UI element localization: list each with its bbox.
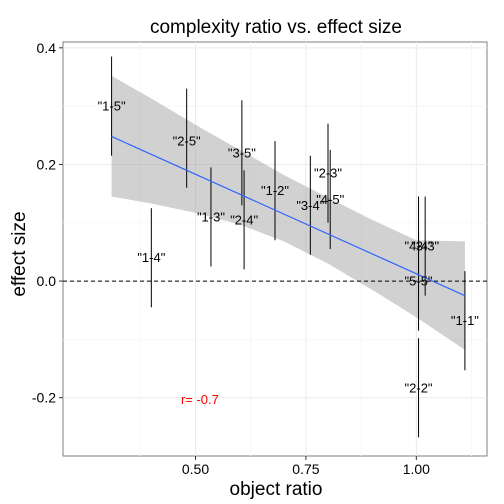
confidence-band-area [111,75,465,350]
point-label: "3-5" [228,145,256,160]
point-label: "1-1" [451,313,479,328]
point-label: "5-5" [405,274,433,289]
point-label: "1-2" [261,183,289,198]
point-label: "2-4" [230,212,258,227]
x-tick-label: 1.00 [403,461,430,477]
point-label: "2-3" [314,166,342,181]
y-tick-label: 0.0 [37,273,57,289]
point-label: "4-5" [316,192,344,207]
regression-line-group [111,135,466,297]
point-label: "2-5" [173,134,201,149]
grid-lines [63,42,487,456]
point-label: "1-5" [98,99,126,114]
error-bars [111,56,466,438]
chart-title: complexity ratio vs. effect size [150,17,402,38]
regression-line [111,135,466,297]
x-axis-title: object ratio [230,479,323,500]
x-tick-label: 0.75 [292,461,319,477]
x-tick-label: 0.50 [182,461,209,477]
point-label: "1-4" [137,250,165,265]
point-label: "1-3" [197,209,225,224]
y-axis-ticks: -0.2 0.0 0.2 0.4 [32,40,63,406]
x-axis-ticks: 0.50 0.75 1.00 [182,456,430,477]
point-label: "3-4" [296,198,324,213]
y-axis-title: effect size [9,211,30,296]
y-tick-label: 0.2 [37,156,57,172]
point-labels: "1-5" "2-5" "3-5" "1-2" "2-3" "3-4""4-5" "1-3"… [98,99,480,396]
y-tick-label: 0.4 [37,40,57,56]
annotation-group: r= -0.7 [181,392,219,407]
point-label: "2-2" [405,380,433,395]
y-tick-label: -0.2 [32,390,56,406]
correlation-annotation: r= -0.7 [181,392,219,407]
point-label: "3-3" [411,239,439,254]
point-label: "4-4" [405,239,433,254]
confidence-band [111,75,465,350]
